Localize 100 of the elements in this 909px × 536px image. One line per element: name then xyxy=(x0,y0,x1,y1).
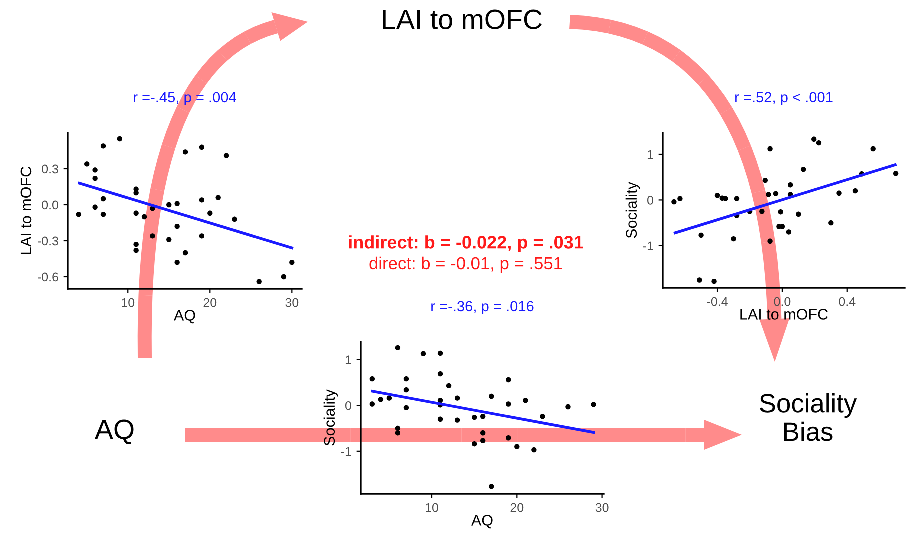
point xyxy=(92,168,98,173)
text: LAI to mOFC xyxy=(383,10,542,30)
point xyxy=(370,376,376,382)
point xyxy=(404,405,410,411)
point xyxy=(256,279,262,284)
point xyxy=(540,414,546,420)
point xyxy=(800,166,806,172)
point xyxy=(290,260,295,266)
text: indirect: b = -0.022, p = .031 xyxy=(349,236,584,252)
y-tick-label: 1 xyxy=(346,356,352,364)
point xyxy=(378,397,384,402)
y-tick-label: -1 xyxy=(341,447,352,456)
x-tick-label: -0.4 xyxy=(707,297,728,306)
point xyxy=(532,447,537,453)
point xyxy=(678,196,683,202)
point xyxy=(591,402,596,408)
y-tick-label: -0.6 xyxy=(38,272,58,282)
x-tick-label: 20 xyxy=(204,298,217,308)
y-tick-label: 0 xyxy=(346,401,352,410)
point xyxy=(697,278,702,283)
point xyxy=(199,234,205,239)
text: Sociality Bias xyxy=(760,393,858,442)
y-tick-label: -1 xyxy=(643,242,654,250)
text: AQ xyxy=(94,420,134,444)
x-tick-label: 10 xyxy=(426,503,438,512)
chart-title: r =-.45, p = .004 xyxy=(134,92,236,106)
point xyxy=(768,146,773,152)
point xyxy=(768,238,773,244)
point xyxy=(395,430,401,436)
point xyxy=(760,209,765,214)
point xyxy=(438,398,444,404)
point xyxy=(778,210,784,215)
point xyxy=(166,237,172,242)
y-axis-title: LAI to mOFC xyxy=(20,167,32,254)
y-tick-label: -0.3 xyxy=(38,236,58,246)
point xyxy=(828,220,834,226)
point xyxy=(76,212,82,218)
text: direct: b = -0.01, p = .551 xyxy=(370,256,562,274)
point xyxy=(698,232,704,238)
point xyxy=(438,416,444,422)
point xyxy=(216,195,221,200)
point xyxy=(788,182,794,188)
point xyxy=(454,418,460,423)
y-tick-label: 1 xyxy=(648,150,654,160)
point xyxy=(182,150,188,155)
point xyxy=(404,387,410,393)
point xyxy=(506,402,512,407)
point xyxy=(166,202,172,208)
point xyxy=(438,371,444,377)
point xyxy=(472,414,478,420)
point xyxy=(506,377,512,383)
point xyxy=(786,230,792,235)
point xyxy=(438,350,444,356)
point xyxy=(232,216,238,222)
point xyxy=(281,274,287,280)
point xyxy=(100,212,106,218)
point xyxy=(174,201,180,206)
point xyxy=(714,193,720,198)
point xyxy=(199,198,205,203)
x-axis-title: AQ xyxy=(174,310,196,324)
x-tick-label: 20 xyxy=(510,503,524,512)
y-tick-label: 0 xyxy=(648,196,654,205)
point xyxy=(370,402,376,407)
point xyxy=(134,210,139,216)
point xyxy=(480,438,486,444)
point xyxy=(208,210,213,216)
point xyxy=(480,414,486,420)
point xyxy=(731,236,736,242)
point xyxy=(836,190,842,196)
point xyxy=(762,178,768,184)
point xyxy=(404,376,410,382)
point xyxy=(734,196,740,202)
point xyxy=(134,242,139,248)
point xyxy=(174,260,180,266)
point xyxy=(480,430,486,436)
point xyxy=(224,153,230,158)
point xyxy=(773,191,779,196)
point xyxy=(489,484,494,490)
x-tick-label: 0.4 xyxy=(839,297,856,306)
y-tick-label: 0.3 xyxy=(42,164,58,174)
point xyxy=(395,426,401,432)
point xyxy=(672,199,677,205)
point xyxy=(92,204,98,210)
point xyxy=(893,171,899,176)
point xyxy=(420,351,426,357)
point xyxy=(472,441,478,447)
point xyxy=(506,436,512,441)
point xyxy=(514,444,520,450)
x-axis-title: LAI to mOFC xyxy=(740,309,828,320)
point xyxy=(395,345,401,351)
point xyxy=(870,146,876,152)
point xyxy=(182,250,188,256)
point xyxy=(84,162,90,167)
point xyxy=(454,396,460,401)
x-tick-label: 30 xyxy=(286,298,299,308)
point xyxy=(150,234,156,239)
point xyxy=(446,383,452,389)
chart-title: r =.52, p < .001 xyxy=(736,92,833,106)
point xyxy=(142,214,148,220)
point xyxy=(712,279,717,284)
